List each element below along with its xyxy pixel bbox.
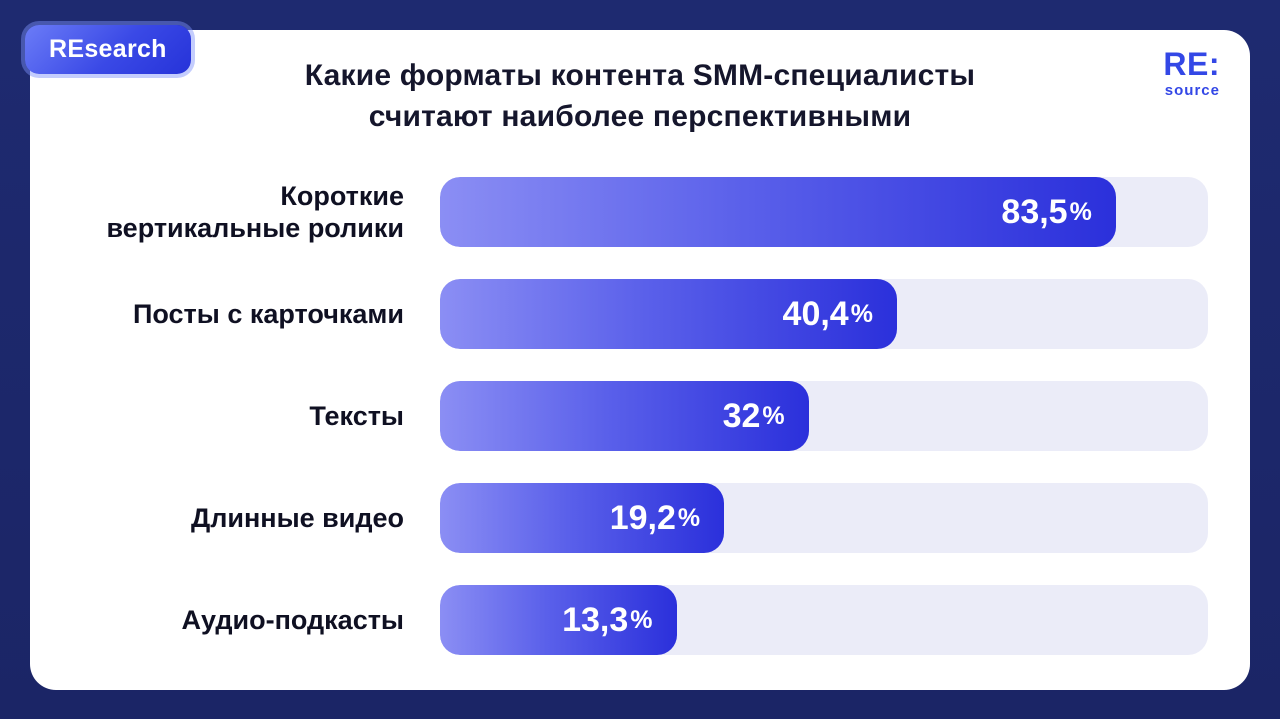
- chart-title-line1: Какие форматы контента SMM-специалисты: [304, 59, 976, 92]
- bar-label: Длинные видео: [190, 502, 404, 533]
- research-badge-label: REsearch: [49, 35, 167, 63]
- resource-logo: RE: source: [1163, 48, 1220, 99]
- bar-value: 13,3: [562, 601, 629, 639]
- bar-percent-sign: %: [630, 605, 653, 634]
- bar-percent-sign: %: [677, 503, 701, 532]
- bar-track: 19,2%: [440, 483, 1208, 553]
- bar-value: 19,2: [609, 499, 676, 537]
- chart-header: Какие форматы контента SMM-специалисты сч…: [30, 30, 1250, 137]
- bar-row-card-posts: Посты с карточками 40,4%: [30, 279, 1208, 349]
- chart-card: Какие форматы контента SMM-специалисты сч…: [30, 30, 1250, 690]
- bar-percent-sign: %: [762, 401, 785, 430]
- bar-label: Аудио-подкасты: [181, 604, 404, 635]
- research-badge: REsearch: [25, 25, 191, 74]
- bar-label: Тексты: [309, 400, 404, 431]
- bar-chart: Короткие вертикальные ролики 83,5% Посты…: [30, 177, 1250, 655]
- bar-fill: 83,5%: [440, 177, 1116, 247]
- bar-fill: 40,4%: [440, 279, 897, 349]
- bar-value: 40,4: [782, 295, 849, 333]
- bar-fill: 19,2%: [440, 483, 725, 553]
- logo-sub-text: source: [1164, 82, 1220, 99]
- bar-percent-sign: %: [1069, 197, 1092, 226]
- bar-value: 83,5: [1001, 193, 1068, 231]
- bar-percent-sign: %: [850, 299, 873, 328]
- bar-track: 83,5%: [440, 177, 1208, 247]
- bar-track: 40,4%: [440, 279, 1208, 349]
- bar-row-texts: Тексты 32%: [30, 381, 1208, 451]
- bar-row-long-videos: Длинные видео 19,2%: [30, 483, 1208, 553]
- bar-row-short-vertical-videos: Короткие вертикальные ролики 83,5%: [30, 177, 1208, 247]
- bar-track: 32%: [440, 381, 1208, 451]
- bar-label: Короткие вертикальные ролики: [106, 180, 404, 243]
- bar-row-audio-podcasts: Аудио-подкасты 13,3%: [30, 585, 1208, 655]
- logo-main-text: RE:: [1163, 46, 1220, 82]
- chart-title: Какие форматы контента SMM-специалисты сч…: [30, 56, 1250, 137]
- bar-label: Посты с карточками: [133, 298, 404, 329]
- bar-fill: 13,3%: [440, 585, 677, 655]
- bar-fill: 32%: [440, 381, 809, 451]
- bar-track: 13,3%: [440, 585, 1208, 655]
- bar-value: 32: [722, 397, 761, 435]
- chart-title-line2: считают наиболее перспективными: [368, 99, 912, 133]
